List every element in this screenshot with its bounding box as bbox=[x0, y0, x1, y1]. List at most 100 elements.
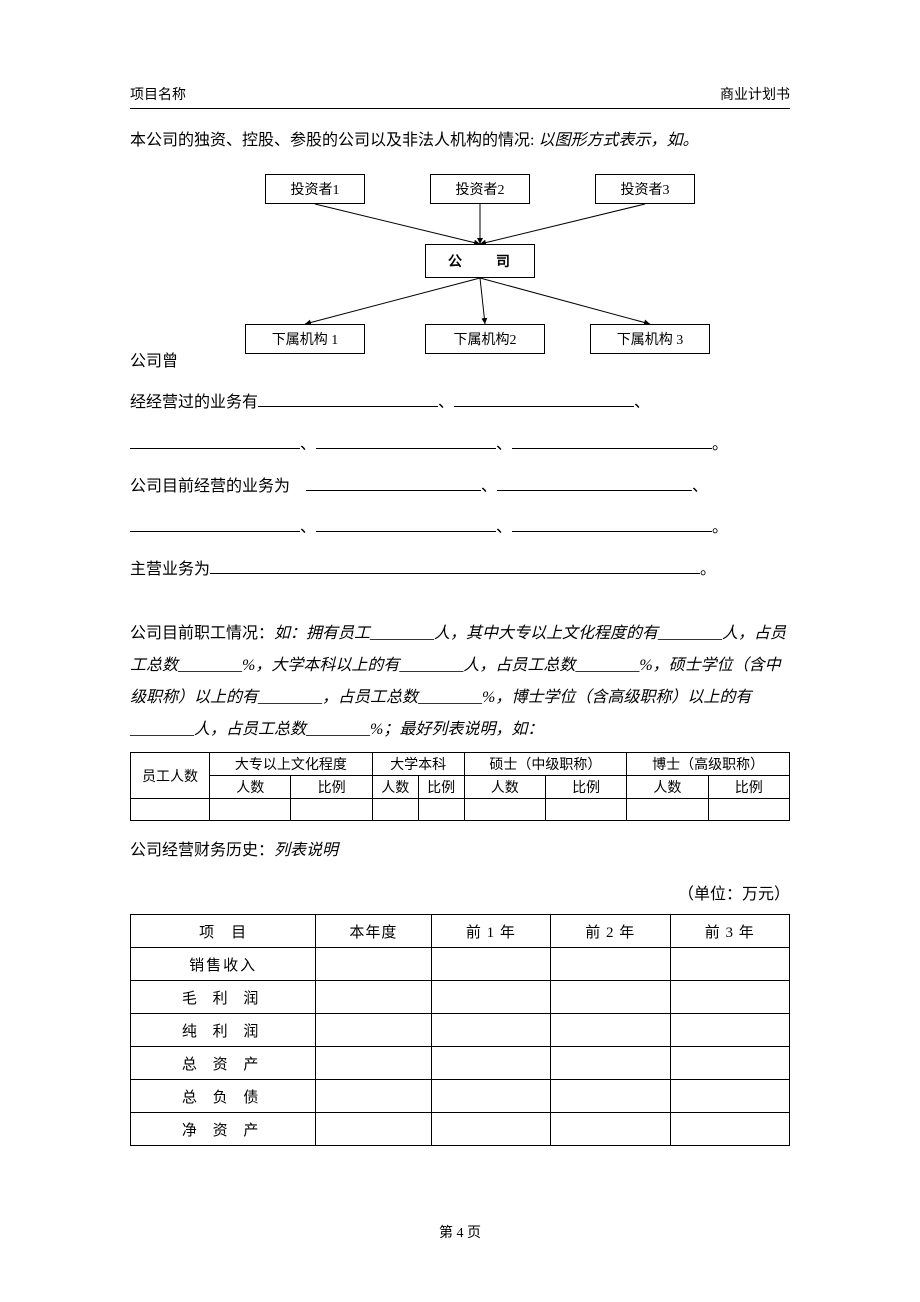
blank bbox=[130, 448, 300, 449]
org-node-sub2: 下属机构2 bbox=[425, 324, 545, 354]
employee-description: 公司目前职工情况：如：拥有员工________人，其中大专以上文化程度的有___… bbox=[130, 618, 790, 746]
intro-prefix: 本公司的独资、控股、参股的公司以及非法人机构的情况: bbox=[130, 132, 538, 149]
blank bbox=[258, 406, 438, 407]
main-business-line: 主营业务为 。 bbox=[130, 549, 790, 591]
blank bbox=[512, 448, 712, 449]
fin-cell bbox=[670, 1080, 790, 1113]
end: 。 bbox=[712, 519, 728, 536]
org-node-inv1: 投资者1 bbox=[265, 174, 365, 204]
sep: 、 bbox=[496, 519, 512, 536]
fin-row: 毛 利 润 bbox=[131, 981, 790, 1014]
emp-cell bbox=[372, 799, 418, 821]
fin-cell bbox=[316, 1047, 431, 1080]
fin-cell bbox=[316, 1014, 431, 1047]
employee-lead: 公司目前职工情况： bbox=[130, 625, 274, 642]
page-footer: 第 4 页 bbox=[0, 1222, 920, 1242]
end: 。 bbox=[700, 561, 716, 578]
fin-cell bbox=[670, 1047, 790, 1080]
fin-header-row: 项 目 本年度 前 1 年 前 2 年 前 3 年 bbox=[131, 915, 790, 948]
intro-italic: 以图形方式表示，如。 bbox=[538, 132, 698, 149]
fin-row-label: 纯 利 润 bbox=[131, 1014, 316, 1047]
emp-group-1: 大学本科 bbox=[372, 753, 464, 776]
fin-cell bbox=[551, 1080, 670, 1113]
fin-row-label: 毛 利 润 bbox=[131, 981, 316, 1014]
fin-cell bbox=[670, 1014, 790, 1047]
fin-row-label: 总 负 债 bbox=[131, 1080, 316, 1113]
fin-cell bbox=[551, 1113, 670, 1146]
fin-col-0: 项 目 bbox=[131, 915, 316, 948]
fin-cell bbox=[316, 981, 431, 1014]
current-business-line2: 、 、 。 bbox=[130, 507, 790, 549]
page-header: 项目名称 商业计划书 bbox=[130, 84, 790, 104]
fin-col-4: 前 3 年 bbox=[670, 915, 790, 948]
past-business-line3: 、 、 。 bbox=[130, 424, 790, 466]
fin-cell bbox=[316, 1113, 431, 1146]
fin-cell bbox=[551, 1047, 670, 1080]
current-business-label: 公司目前经营的业务为 bbox=[130, 478, 290, 495]
finance-unit: （单位：万元） bbox=[130, 880, 790, 904]
org-node-inv3: 投资者3 bbox=[595, 174, 695, 204]
emp-sub-1-1: 比例 bbox=[418, 776, 464, 799]
emp-sub-3-0: 人数 bbox=[627, 776, 708, 799]
emp-cell bbox=[464, 799, 545, 821]
fin-cell bbox=[670, 981, 790, 1014]
emp-table-header-row1: 员工人数 大专以上文化程度 大学本科 硕士（中级职称） 博士（高级职称） bbox=[131, 753, 790, 776]
fin-row: 销售收入 bbox=[131, 948, 790, 981]
intro-paragraph: 本公司的独资、控股、参股的公司以及非法人机构的情况: 以图形方式表示，如。 bbox=[130, 127, 790, 156]
emp-sub-3-1: 比例 bbox=[708, 776, 789, 799]
blank bbox=[497, 490, 692, 491]
emp-table-rowhead: 员工人数 bbox=[131, 753, 210, 799]
sep: 、 bbox=[300, 519, 316, 536]
fin-cell bbox=[551, 981, 670, 1014]
finance-title-prefix: 公司经营财务历史： bbox=[130, 842, 274, 859]
fin-col-2: 前 1 年 bbox=[431, 915, 550, 948]
finance-title: 公司经营财务历史：列表说明 bbox=[130, 837, 790, 866]
emp-cell bbox=[418, 799, 464, 821]
current-business-line1: 公司目前经营的业务为 、、 bbox=[130, 466, 790, 508]
employee-table: 员工人数 大专以上文化程度 大学本科 硕士（中级职称） 博士（高级职称） 人数 … bbox=[130, 752, 790, 821]
sep: 、 bbox=[300, 436, 316, 453]
end: 。 bbox=[712, 436, 728, 453]
header-project-name: 项目名称 bbox=[130, 84, 186, 104]
emp-table-data-row bbox=[131, 799, 790, 821]
sep: 、 bbox=[496, 436, 512, 453]
emp-cell bbox=[627, 799, 708, 821]
sep: 、 bbox=[692, 478, 708, 495]
fin-cell bbox=[670, 1113, 790, 1146]
fin-cell bbox=[431, 1113, 550, 1146]
fin-cell bbox=[316, 1080, 431, 1113]
emp-table-header-row2: 人数 比例 人数 比例 人数 比例 人数 比例 bbox=[131, 776, 790, 799]
fin-cell bbox=[551, 948, 670, 981]
main-business-label: 主营业务为 bbox=[130, 561, 210, 578]
blank bbox=[306, 490, 481, 491]
fin-row-label: 销售收入 bbox=[131, 948, 316, 981]
blank bbox=[130, 531, 300, 532]
past-business-label-2: 经经营过的业务有 bbox=[130, 394, 258, 411]
fin-row: 净 资 产 bbox=[131, 1113, 790, 1146]
emp-group-0: 大专以上文化程度 bbox=[210, 753, 373, 776]
fin-row: 总 资 产 bbox=[131, 1047, 790, 1080]
blank bbox=[454, 406, 634, 407]
emp-cell bbox=[131, 799, 210, 821]
emp-cell bbox=[210, 799, 291, 821]
fin-row-label: 总 资 产 bbox=[131, 1047, 316, 1080]
fin-cell bbox=[670, 948, 790, 981]
fin-cell bbox=[431, 981, 550, 1014]
emp-sub-2-0: 人数 bbox=[464, 776, 545, 799]
finance-title-italic: 列表说明 bbox=[274, 842, 338, 859]
fin-cell bbox=[431, 948, 550, 981]
emp-group-3: 博士（高级职称） bbox=[627, 753, 790, 776]
fin-col-1: 本年度 bbox=[316, 915, 431, 948]
fin-cell bbox=[431, 1047, 550, 1080]
sep: 、 bbox=[438, 394, 454, 411]
business-history-block: 公司曾 经经营过的业务有、、 、、。 公司目前经营的业务为 、、 、、。 主营业… bbox=[130, 341, 790, 591]
emp-group-2: 硕士（中级职称） bbox=[464, 753, 627, 776]
emp-sub-1-0: 人数 bbox=[372, 776, 418, 799]
emp-cell bbox=[545, 799, 626, 821]
fin-row: 总 负 债 bbox=[131, 1080, 790, 1113]
fin-row-label: 净 资 产 bbox=[131, 1113, 316, 1146]
org-chart: 投资者1投资者2投资者3公 司下属机构 1下属机构2下属机构 3 bbox=[140, 164, 780, 359]
emp-sub-0-0: 人数 bbox=[210, 776, 291, 799]
emp-sub-0-1: 比例 bbox=[291, 776, 372, 799]
org-node-inv2: 投资者2 bbox=[430, 174, 530, 204]
